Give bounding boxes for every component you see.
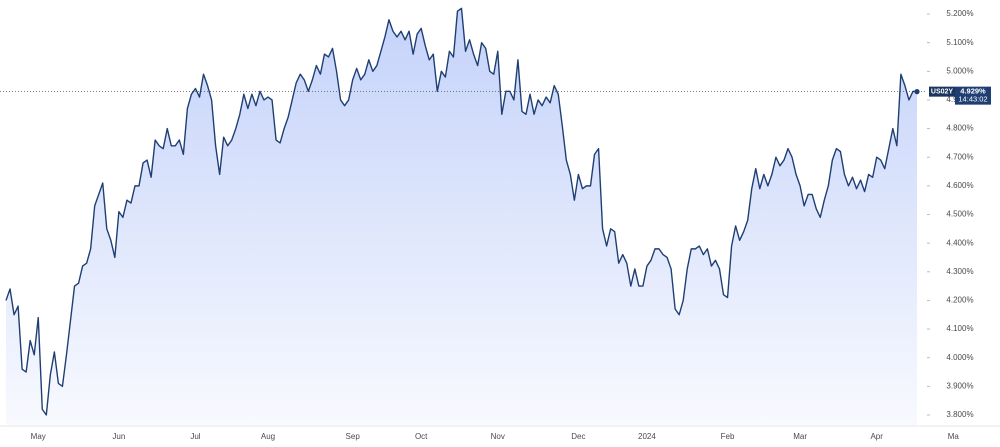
x-tick-label: May <box>31 432 46 441</box>
x-tick-label: Oct <box>415 432 428 441</box>
y-tick-label: 4.300% <box>946 267 973 276</box>
x-tick-label: Mar <box>793 432 807 441</box>
area <box>6 8 917 426</box>
y-tick-label: 5.100% <box>946 38 973 47</box>
y-tick-label: 4.400% <box>946 238 973 247</box>
x-tick-label: Apr <box>870 432 883 441</box>
y-tick-label: 5.200% <box>946 9 973 18</box>
y-tick-label: 4.600% <box>946 181 973 190</box>
x-tick-label: Jun <box>112 432 125 441</box>
y-tick-label: 4.800% <box>946 124 973 133</box>
y-tick-label: 4.200% <box>946 296 973 305</box>
y-tick-label: 4.700% <box>946 152 973 161</box>
x-tick-label: Dec <box>571 432 585 441</box>
x-tick-label: Feb <box>721 432 735 441</box>
symbol-tag <box>929 86 955 97</box>
y-tick-label: 4.000% <box>946 353 973 362</box>
price-label: 4.929% <box>960 87 986 96</box>
x-tick-label: 2024 <box>638 432 656 441</box>
x-tick-label: Nov <box>491 432 505 441</box>
symbol-label: US02Y <box>931 88 954 95</box>
time-label: 14:43:02 <box>958 95 987 104</box>
line <box>5 7 918 416</box>
y-tick-label: 3.900% <box>946 381 973 390</box>
y-tick-label: 5.000% <box>946 66 973 75</box>
y-tick-label: 3.800% <box>946 410 973 419</box>
x-tick-label: Aug <box>261 432 275 441</box>
last-point <box>914 89 920 95</box>
y-tick-label: 4.500% <box>946 210 973 219</box>
y-tick-label: 4.100% <box>946 324 973 333</box>
x-tick-label: Jul <box>190 432 200 441</box>
x-tick-label: Ma <box>948 432 960 441</box>
x-tick-label: Sep <box>346 432 361 441</box>
price-tag <box>955 86 991 105</box>
